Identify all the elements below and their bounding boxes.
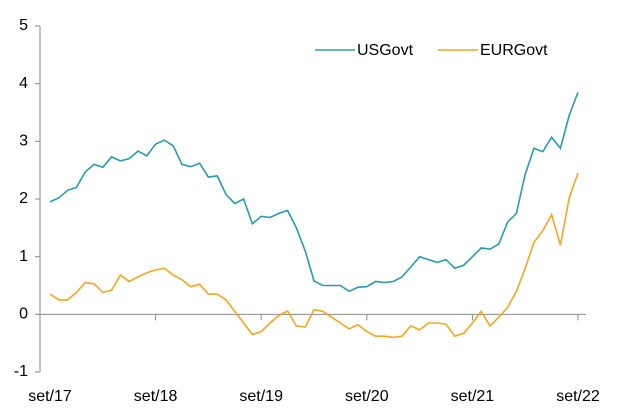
x-tick-label: set/17 [28, 388, 72, 405]
y-tick-label: 4 [19, 75, 28, 92]
y-tick-label: 3 [19, 133, 28, 150]
legend-label: EURGovt [480, 42, 548, 59]
y-tick-label: 5 [19, 17, 28, 34]
y-tick-label: 0 [19, 306, 28, 323]
y-tick-label: -1 [14, 363, 28, 380]
x-tick-label: set/22 [556, 388, 600, 405]
x-tick-label: set/18 [134, 388, 178, 405]
y-tick-label: 1 [19, 248, 28, 265]
line-series [49, 172, 579, 339]
x-tick-label: set/20 [345, 388, 389, 405]
line-series [49, 92, 579, 293]
y-tick-label: 2 [19, 190, 28, 207]
x-tick-label: set/21 [451, 388, 495, 405]
x-tick-label: set/19 [239, 388, 283, 405]
legend-label: USGovt [357, 42, 414, 59]
